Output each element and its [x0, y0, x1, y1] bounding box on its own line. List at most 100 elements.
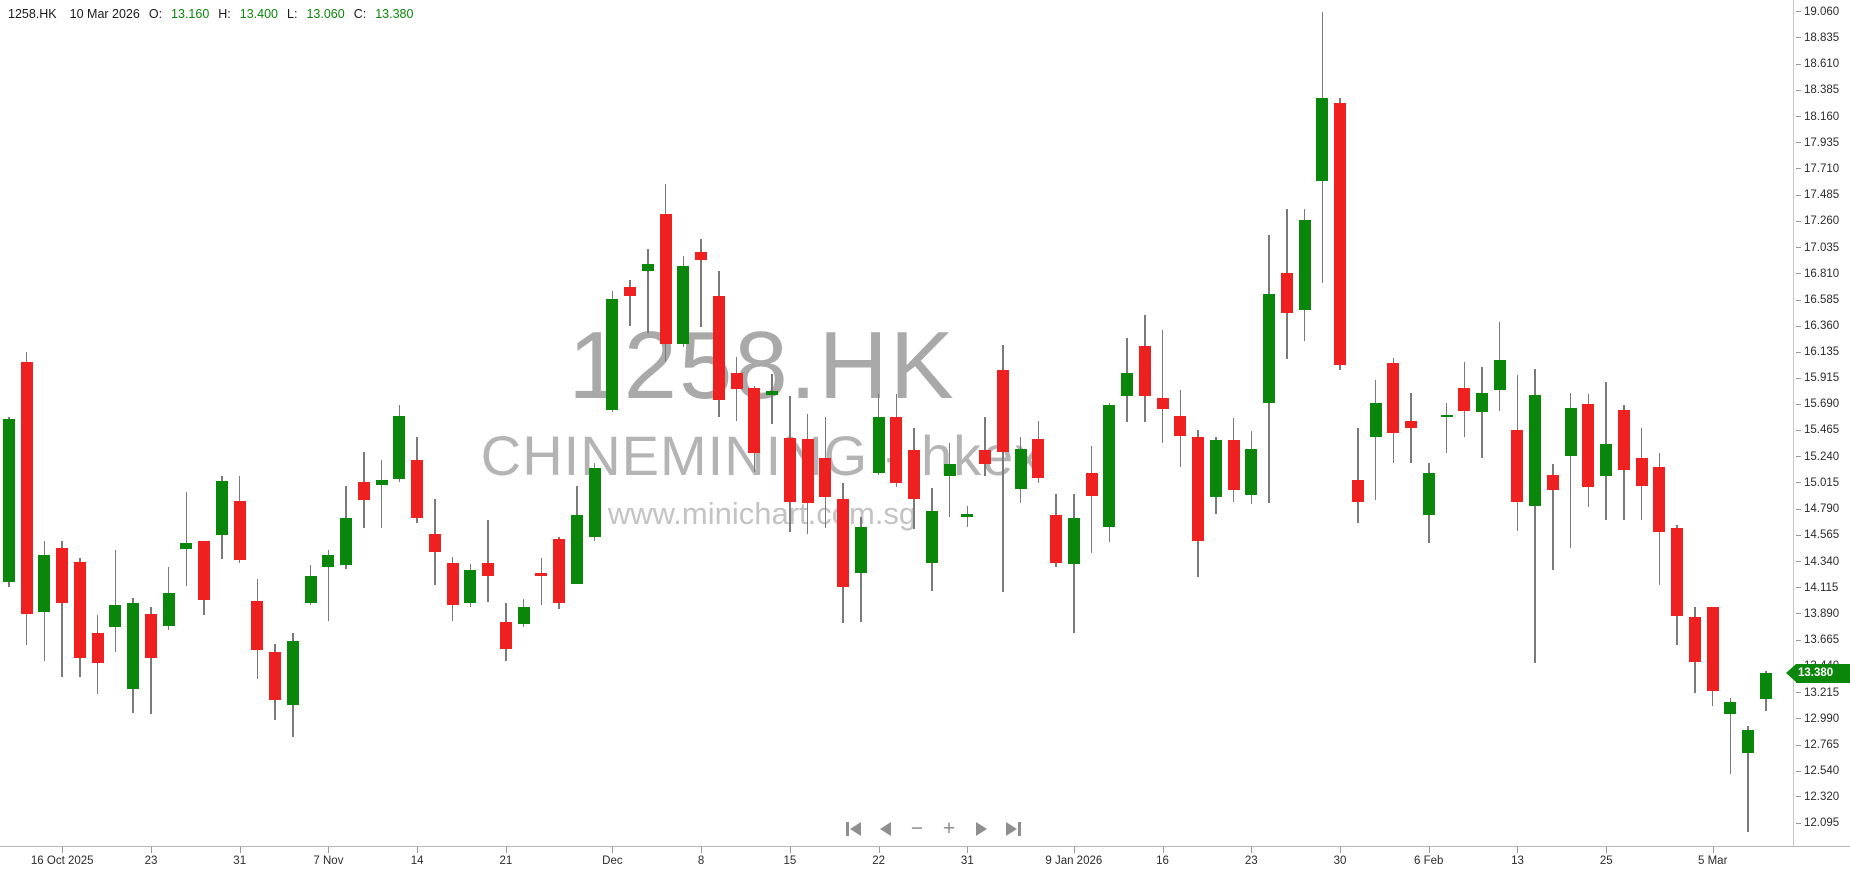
skip-to-start-button[interactable]: [845, 820, 861, 838]
price-tick-mark: [1796, 587, 1801, 589]
candle-body-down: [73, 561, 86, 659]
candle-body-up: [606, 299, 619, 411]
candle-wick: [1569, 392, 1572, 548]
candle-wick: [1481, 366, 1483, 458]
candle-body-down: [269, 652, 282, 701]
price-axis-label: 18.160: [1796, 110, 1839, 124]
price-axis-label: 12.990: [1796, 712, 1839, 726]
price-tick-mark: [1796, 744, 1801, 746]
date-tick-label: 23: [1244, 855, 1258, 867]
price-axis-label: 12.540: [1796, 764, 1839, 778]
candle-wick: [1357, 427, 1359, 524]
price-axis-label: 15.690: [1796, 397, 1839, 411]
price-tick-text: 12.990: [1804, 712, 1840, 725]
price-axis-label: 15.915: [1796, 371, 1839, 385]
price-axis-label: 14.790: [1796, 502, 1839, 516]
date-tick-mark: [328, 847, 330, 853]
price-tick-mark: [1796, 351, 1801, 353]
candle-body-down: [251, 601, 264, 651]
date-tick-mark: [150, 847, 152, 853]
price-tick-text: 17.035: [1804, 241, 1840, 254]
candle-body-down: [553, 539, 566, 604]
step-forward-button[interactable]: [973, 820, 989, 838]
candle-body-down: [1458, 387, 1471, 412]
candle-body-down: [908, 449, 921, 499]
price-axis-label: 16.810: [1796, 267, 1839, 281]
zoom-out-button[interactable]: −: [909, 818, 925, 839]
skip-to-end-button[interactable]: [1005, 820, 1021, 838]
date-tick-label: 6 Feb: [1414, 855, 1444, 867]
price-tick-text: 15.465: [1804, 424, 1840, 437]
candle-body-up: [3, 419, 15, 583]
candle-body-up: [1422, 473, 1435, 515]
date-tick-mark: [701, 847, 703, 853]
date-tick-mark: [967, 847, 969, 853]
price-tick-text: 13.215: [1804, 686, 1840, 699]
candle-body-up: [872, 417, 885, 473]
price-tick-text: 16.360: [1804, 320, 1840, 333]
candle-body-down: [1671, 527, 1684, 617]
candle-wick: [150, 606, 152, 715]
price-axis-label: 19.060: [1796, 5, 1839, 19]
candle-body-down: [801, 439, 814, 504]
candle-wick: [1374, 379, 1377, 500]
candle-wick: [114, 549, 117, 653]
price-tick-mark: [1796, 718, 1801, 720]
price-tick-mark: [1796, 220, 1801, 222]
price-axis-label: 17.035: [1796, 241, 1839, 255]
price-axis-label: 17.710: [1796, 162, 1839, 176]
candle-wick: [1552, 463, 1554, 570]
candle-body-down: [446, 562, 459, 605]
skip-to-end-icon: [1005, 822, 1017, 836]
price-tick-text: 19.060: [1804, 5, 1840, 18]
price-tick-text: 16.135: [1804, 346, 1840, 359]
ohlc-bar: 1258.HK 10 Mar 2026 O: 13.160 H: 13.400 …: [8, 7, 413, 21]
price-tick-mark: [1796, 194, 1801, 196]
candle-wick: [327, 549, 330, 621]
price-tick-text: 17.935: [1804, 136, 1840, 149]
price-axis-label: 12.320: [1796, 790, 1839, 804]
price-tick-text: 14.565: [1804, 529, 1840, 542]
date-tick-mark: [1340, 847, 1342, 853]
date-tick-mark: [239, 847, 241, 853]
price-tick-mark: [1796, 377, 1801, 379]
price-tick-text: 15.915: [1804, 372, 1840, 385]
price-tick-mark: [1796, 325, 1801, 327]
price-tick-mark: [1796, 796, 1801, 798]
date-tick-mark: [62, 847, 64, 853]
candle-wick: [1002, 344, 1004, 592]
candle-body-down: [1635, 457, 1648, 486]
date-tick-label: 31: [233, 855, 247, 867]
candle-body-up: [1298, 220, 1311, 310]
zoom-in-button[interactable]: +: [941, 818, 957, 839]
price-tick-mark: [1796, 482, 1801, 484]
candle-body-up: [517, 606, 530, 625]
date-tick-label: 30: [1333, 855, 1347, 867]
candle-body-up: [1564, 407, 1577, 456]
candle-body-down: [20, 362, 33, 614]
candle-body-up: [1121, 372, 1134, 397]
candle-body-up: [677, 265, 690, 344]
candle-body-down: [837, 498, 850, 588]
price-axis-label: 13.890: [1796, 607, 1839, 621]
candle-wick: [647, 249, 649, 334]
candle-body-up: [854, 526, 867, 574]
candle-body-up: [570, 514, 583, 584]
candle-body-up: [1103, 405, 1116, 527]
candle-body-up: [304, 575, 317, 604]
candle-body-up: [1476, 392, 1488, 413]
date-tick-mark: [1712, 847, 1714, 853]
nav-toolbar: − +: [845, 818, 1021, 839]
close-value: 13.380: [375, 7, 414, 21]
price-tick-text: 15.015: [1804, 476, 1840, 489]
price-tick-mark: [1796, 456, 1801, 458]
price-axis-label: 14.565: [1796, 528, 1839, 542]
candle-body-down: [1582, 404, 1595, 487]
price-tick-text: 18.160: [1804, 110, 1840, 123]
trade-date: 10 Mar 2026: [69, 7, 140, 21]
candle-wick: [984, 417, 986, 477]
candle-body-down: [1387, 363, 1400, 434]
step-back-button[interactable]: [877, 820, 893, 838]
price-tick-text: 13.890: [1804, 607, 1840, 620]
candle-body-up: [286, 640, 299, 705]
